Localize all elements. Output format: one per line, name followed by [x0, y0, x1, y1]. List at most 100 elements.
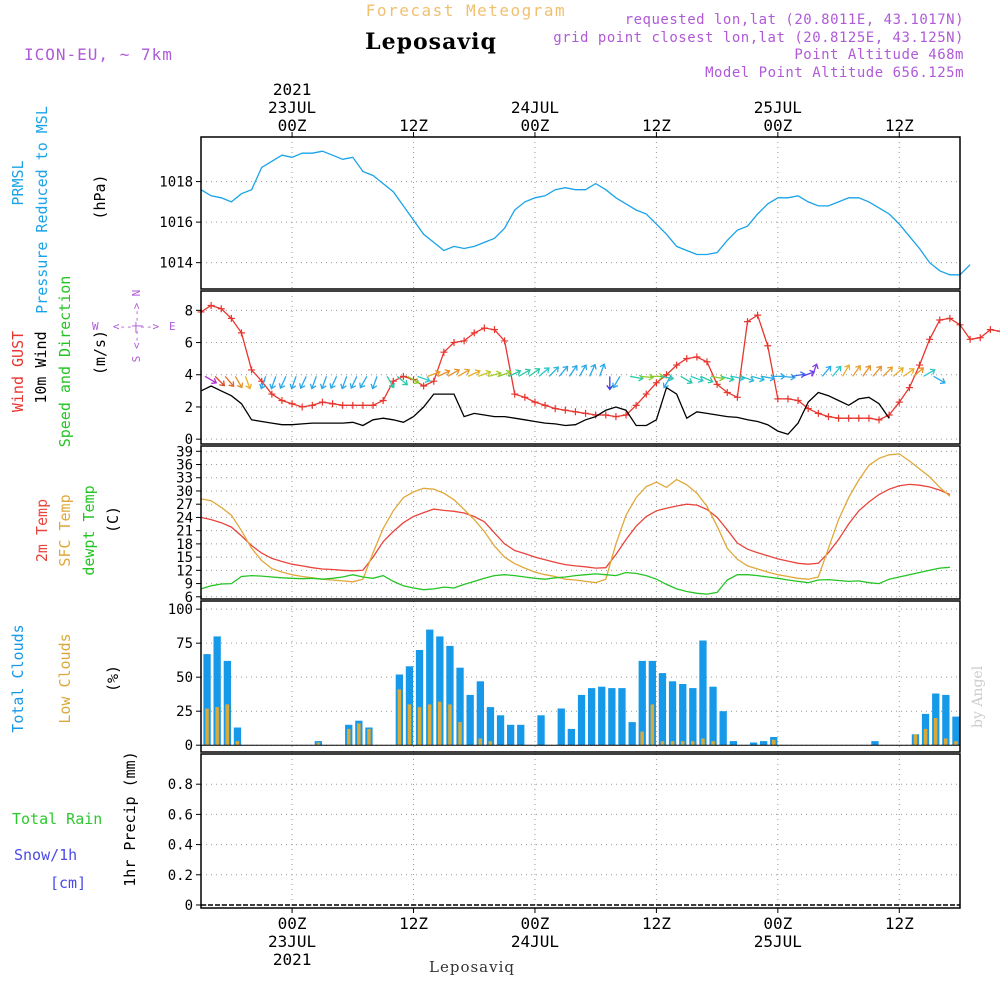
total-cloud-bar	[608, 688, 616, 746]
y-tick-label: 0	[185, 898, 193, 914]
low-cloud-bar	[680, 741, 685, 746]
x-tick-label-bottom: 24JUL	[511, 932, 559, 951]
gust-marker	[521, 393, 529, 401]
low-cloud-bar	[397, 689, 402, 746]
x-tick-label-bottom: 00Z	[278, 914, 307, 933]
total-cloud-bar	[638, 660, 646, 746]
wind-arrow	[498, 369, 512, 377]
y-tick-label: 18	[176, 537, 193, 553]
gust-marker	[784, 395, 792, 403]
y-tick-label: 9	[185, 577, 193, 593]
wind-direction-label: Speed and Direction	[56, 276, 74, 448]
gust-marker	[561, 406, 569, 414]
y-tick-label: 30	[176, 484, 193, 500]
total-cloud-bar	[567, 728, 575, 746]
y-tick-label: 21	[176, 524, 193, 540]
y-tick-label: 75	[176, 636, 193, 652]
x-tick-label-bottom: 23JUL	[268, 932, 316, 951]
wind-arrow	[852, 364, 861, 377]
wind-arrow	[751, 375, 766, 383]
gust-marker	[845, 414, 853, 422]
gust-marker	[399, 372, 407, 380]
wind-arrow	[269, 376, 277, 390]
panel-frame	[200, 290, 961, 445]
gust-marker	[966, 335, 974, 343]
gust-marker	[652, 379, 660, 387]
wind-arrow	[319, 376, 328, 390]
pressure-long-label: Pressure Reduced to MSL	[33, 106, 51, 314]
low-cloud-bar	[407, 704, 412, 746]
y-tick-label: 15	[176, 550, 193, 566]
total-cloud-bar	[618, 688, 626, 746]
panel-frame	[200, 445, 961, 600]
low-cloud-bar	[427, 704, 432, 746]
gust-marker	[683, 355, 691, 363]
gust-marker	[835, 414, 843, 422]
gust-marker	[207, 301, 215, 309]
low-cloud-bar	[417, 707, 422, 746]
wind-arrow	[741, 375, 755, 383]
gust-marker	[480, 324, 488, 332]
gust-marker	[875, 416, 883, 424]
low-cloud-bar	[933, 718, 938, 746]
gust-marker	[794, 397, 802, 405]
model-altitude: Model Point Altitude 656.125m	[705, 65, 964, 81]
total-cloud-bar	[871, 741, 879, 746]
gust-marker	[926, 335, 934, 343]
gust-marker	[339, 401, 347, 409]
gust-marker	[268, 390, 276, 398]
wind-arrow	[528, 368, 541, 377]
wind-arrow	[588, 363, 597, 377]
wind-arrow	[244, 376, 252, 390]
rain-label: Total Rain	[12, 810, 102, 828]
gust-marker	[895, 398, 903, 406]
wind-arrow	[660, 374, 675, 382]
point-altitude: Point Altitude 468m	[794, 47, 964, 63]
pressure-unit: (hPa)	[91, 174, 109, 219]
y-tick-label: 0.2	[168, 868, 193, 884]
wind-arrow	[538, 367, 550, 377]
low-cloud-bar	[438, 701, 442, 746]
gust-marker	[420, 382, 428, 390]
total-cloud-bar	[557, 708, 565, 746]
wind-arrow	[437, 369, 451, 377]
gust-marker	[551, 405, 559, 413]
x-tick-label-bottom: 2021	[273, 950, 312, 969]
wind-arrow	[862, 364, 872, 377]
gust-marker	[754, 311, 762, 319]
wind-arrow	[278, 376, 287, 390]
wind-arrow	[781, 373, 796, 381]
total-cloud-bar	[709, 686, 717, 746]
wind-arrow	[548, 366, 560, 377]
y-tick-label: 6	[185, 590, 193, 606]
total-cloud-bar	[233, 727, 242, 746]
total-cloud-bar	[648, 660, 656, 746]
wind-arrow	[882, 366, 893, 377]
precip-unit: 1hr Precip (mm)	[121, 751, 139, 886]
low-cloud-bar	[215, 707, 219, 746]
gust-marker	[936, 316, 944, 324]
panel-frames	[200, 136, 961, 909]
compass-ew-arrow: <--|-->	[113, 320, 160, 333]
wind-arrow	[417, 375, 431, 383]
y-tick-label: 8	[185, 303, 193, 319]
x-tick-label-bottom: 12Z	[642, 914, 671, 933]
compass-w: W	[92, 320, 99, 333]
gust-marker	[318, 398, 326, 406]
gust-marker	[764, 342, 772, 350]
y-tick-label: 25	[176, 704, 193, 720]
compass-n: N	[130, 290, 143, 297]
gust-marker	[814, 409, 822, 417]
gust-marker	[288, 400, 296, 408]
wind-arrow	[612, 376, 621, 389]
wind-arrow	[902, 368, 915, 377]
gust-marker	[743, 318, 751, 326]
low-cloud-bar	[650, 704, 655, 746]
wind-arrow	[606, 376, 614, 391]
total-cloud-bar	[679, 684, 687, 746]
panel-frame	[200, 136, 961, 290]
total-cloud-bar	[507, 724, 515, 746]
gust-marker	[713, 380, 721, 388]
wind-arrow	[700, 375, 714, 384]
wind-arrow	[892, 367, 904, 377]
